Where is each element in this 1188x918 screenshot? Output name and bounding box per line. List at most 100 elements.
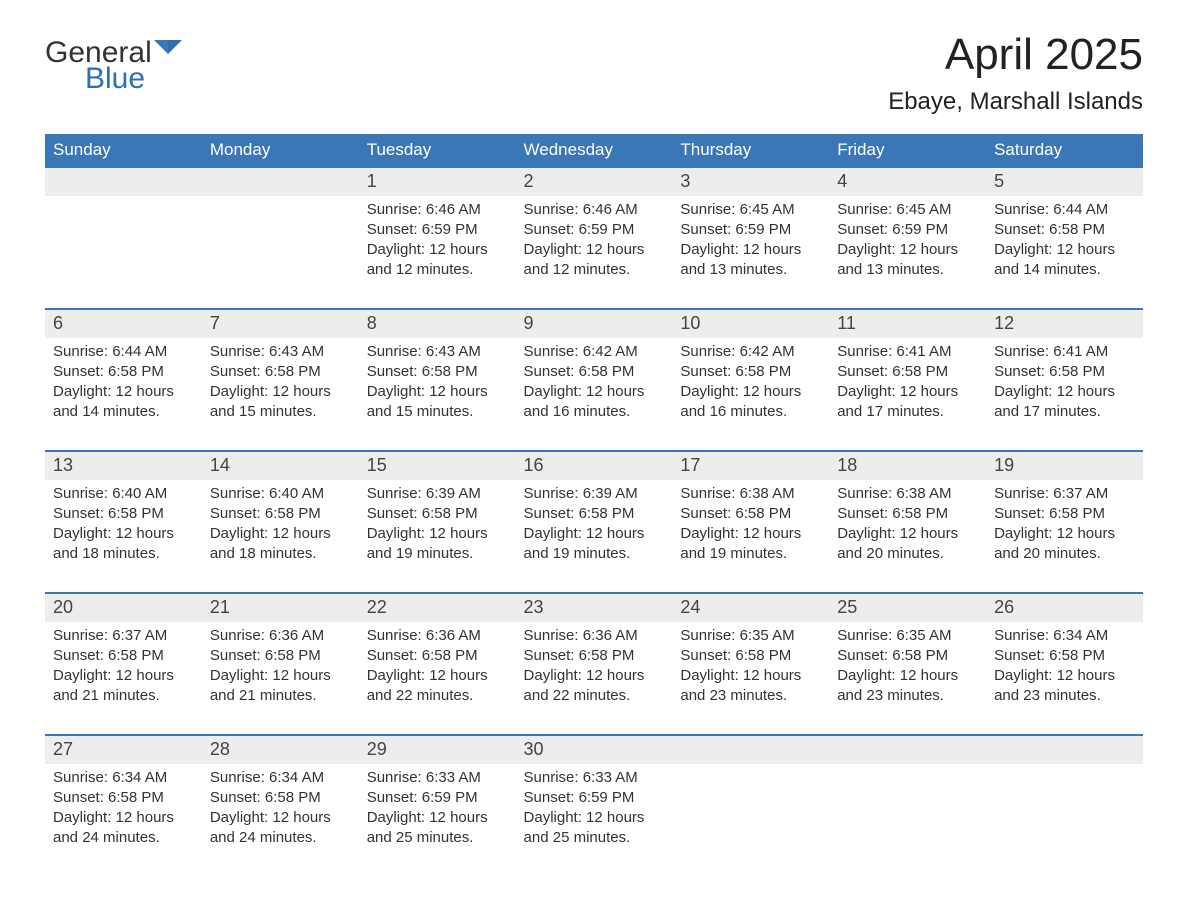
sunrise-line: Sunrise: 6:35 AM <box>680 626 821 646</box>
sunrise-line: Sunrise: 6:38 AM <box>837 484 978 504</box>
day-body <box>202 196 359 206</box>
sunset-line: Sunset: 6:58 PM <box>53 504 194 524</box>
sunrise-line: Sunrise: 6:46 AM <box>524 200 665 220</box>
calendar-cell: 18Sunrise: 6:38 AMSunset: 6:58 PMDayligh… <box>829 450 986 592</box>
day-number: 9 <box>516 308 673 338</box>
sunrise-line: Sunrise: 6:46 AM <box>367 200 508 220</box>
sunrise-line: Sunrise: 6:43 AM <box>210 342 351 362</box>
sunset-line: Sunset: 6:58 PM <box>367 504 508 524</box>
day-number: 5 <box>986 166 1143 196</box>
daylight-line: Daylight: 12 hours and 17 minutes. <box>837 382 978 423</box>
day-body: Sunrise: 6:43 AMSunset: 6:58 PMDaylight:… <box>359 338 516 429</box>
daylight-line: Daylight: 12 hours and 15 minutes. <box>210 382 351 423</box>
daylight-line: Daylight: 12 hours and 23 minutes. <box>680 666 821 707</box>
calendar-cell: 28Sunrise: 6:34 AMSunset: 6:58 PMDayligh… <box>202 734 359 876</box>
day-number <box>829 734 986 764</box>
sunset-line: Sunset: 6:58 PM <box>994 646 1135 666</box>
calendar-cell: 25Sunrise: 6:35 AMSunset: 6:58 PMDayligh… <box>829 592 986 734</box>
logo: General Blue <box>45 30 182 94</box>
day-body: Sunrise: 6:33 AMSunset: 6:59 PMDaylight:… <box>359 764 516 855</box>
daylight-line: Daylight: 12 hours and 13 minutes. <box>680 240 821 281</box>
daylight-line: Daylight: 12 hours and 20 minutes. <box>837 524 978 565</box>
daylight-line: Daylight: 12 hours and 16 minutes. <box>524 382 665 423</box>
daylight-line: Daylight: 12 hours and 20 minutes. <box>994 524 1135 565</box>
day-body: Sunrise: 6:35 AMSunset: 6:58 PMDaylight:… <box>829 622 986 713</box>
sunset-line: Sunset: 6:58 PM <box>53 646 194 666</box>
daylight-line: Daylight: 12 hours and 16 minutes. <box>680 382 821 423</box>
day-number: 29 <box>359 734 516 764</box>
day-body: Sunrise: 6:43 AMSunset: 6:58 PMDaylight:… <box>202 338 359 429</box>
calendar-cell <box>672 734 829 876</box>
day-number: 11 <box>829 308 986 338</box>
sunset-line: Sunset: 6:58 PM <box>524 362 665 382</box>
location: Ebaye, Marshall Islands <box>888 88 1143 116</box>
sunrise-line: Sunrise: 6:44 AM <box>53 342 194 362</box>
daylight-line: Daylight: 12 hours and 21 minutes. <box>53 666 194 707</box>
day-number: 3 <box>672 166 829 196</box>
day-number: 6 <box>45 308 202 338</box>
day-number: 26 <box>986 592 1143 622</box>
calendar-table: SundayMondayTuesdayWednesdayThursdayFrid… <box>45 134 1143 876</box>
day-number: 18 <box>829 450 986 480</box>
sunset-line: Sunset: 6:58 PM <box>680 504 821 524</box>
sunrise-line: Sunrise: 6:35 AM <box>837 626 978 646</box>
day-body: Sunrise: 6:34 AMSunset: 6:58 PMDaylight:… <box>986 622 1143 713</box>
calendar-cell: 14Sunrise: 6:40 AMSunset: 6:58 PMDayligh… <box>202 450 359 592</box>
daylight-line: Daylight: 12 hours and 15 minutes. <box>367 382 508 423</box>
day-body: Sunrise: 6:39 AMSunset: 6:58 PMDaylight:… <box>359 480 516 571</box>
daylight-line: Daylight: 12 hours and 18 minutes. <box>53 524 194 565</box>
day-body: Sunrise: 6:39 AMSunset: 6:58 PMDaylight:… <box>516 480 673 571</box>
calendar-cell: 6Sunrise: 6:44 AMSunset: 6:58 PMDaylight… <box>45 308 202 450</box>
daylight-line: Daylight: 12 hours and 14 minutes. <box>994 240 1135 281</box>
daylight-line: Daylight: 12 hours and 22 minutes. <box>524 666 665 707</box>
weekday-header: Wednesday <box>516 134 673 166</box>
calendar-cell: 10Sunrise: 6:42 AMSunset: 6:58 PMDayligh… <box>672 308 829 450</box>
day-number: 2 <box>516 166 673 196</box>
sunrise-line: Sunrise: 6:37 AM <box>53 626 194 646</box>
sunset-line: Sunset: 6:58 PM <box>367 646 508 666</box>
day-body: Sunrise: 6:36 AMSunset: 6:58 PMDaylight:… <box>202 622 359 713</box>
daylight-line: Daylight: 12 hours and 19 minutes. <box>680 524 821 565</box>
calendar-cell: 4Sunrise: 6:45 AMSunset: 6:59 PMDaylight… <box>829 166 986 308</box>
daylight-line: Daylight: 12 hours and 25 minutes. <box>367 808 508 849</box>
calendar-cell: 29Sunrise: 6:33 AMSunset: 6:59 PMDayligh… <box>359 734 516 876</box>
day-body: Sunrise: 6:46 AMSunset: 6:59 PMDaylight:… <box>359 196 516 287</box>
sunrise-line: Sunrise: 6:45 AM <box>680 200 821 220</box>
weekday-header: Thursday <box>672 134 829 166</box>
sunset-line: Sunset: 6:59 PM <box>680 220 821 240</box>
day-number: 24 <box>672 592 829 622</box>
sunrise-line: Sunrise: 6:42 AM <box>680 342 821 362</box>
day-body <box>829 764 986 774</box>
calendar-cell: 16Sunrise: 6:39 AMSunset: 6:58 PMDayligh… <box>516 450 673 592</box>
daylight-line: Daylight: 12 hours and 13 minutes. <box>837 240 978 281</box>
daylight-line: Daylight: 12 hours and 18 minutes. <box>210 524 351 565</box>
sunrise-line: Sunrise: 6:36 AM <box>367 626 508 646</box>
sunrise-line: Sunrise: 6:34 AM <box>53 768 194 788</box>
sunset-line: Sunset: 6:58 PM <box>53 788 194 808</box>
weekday-header: Tuesday <box>359 134 516 166</box>
calendar-cell: 2Sunrise: 6:46 AMSunset: 6:59 PMDaylight… <box>516 166 673 308</box>
day-number: 8 <box>359 308 516 338</box>
day-number: 22 <box>359 592 516 622</box>
day-number: 17 <box>672 450 829 480</box>
sunset-line: Sunset: 6:58 PM <box>210 504 351 524</box>
sunset-line: Sunset: 6:58 PM <box>210 362 351 382</box>
day-body: Sunrise: 6:33 AMSunset: 6:59 PMDaylight:… <box>516 764 673 855</box>
calendar-cell <box>202 166 359 308</box>
day-number: 14 <box>202 450 359 480</box>
daylight-line: Daylight: 12 hours and 14 minutes. <box>53 382 194 423</box>
sunrise-line: Sunrise: 6:33 AM <box>524 768 665 788</box>
daylight-line: Daylight: 12 hours and 12 minutes. <box>367 240 508 281</box>
month-title: April 2025 <box>888 30 1143 80</box>
sunrise-line: Sunrise: 6:37 AM <box>994 484 1135 504</box>
daylight-line: Daylight: 12 hours and 17 minutes. <box>994 382 1135 423</box>
calendar-cell: 22Sunrise: 6:36 AMSunset: 6:58 PMDayligh… <box>359 592 516 734</box>
day-number: 1 <box>359 166 516 196</box>
sunrise-line: Sunrise: 6:38 AM <box>680 484 821 504</box>
day-body: Sunrise: 6:37 AMSunset: 6:58 PMDaylight:… <box>986 480 1143 571</box>
day-number: 23 <box>516 592 673 622</box>
calendar-week-row: 6Sunrise: 6:44 AMSunset: 6:58 PMDaylight… <box>45 308 1143 450</box>
calendar-cell: 9Sunrise: 6:42 AMSunset: 6:58 PMDaylight… <box>516 308 673 450</box>
calendar-cell: 7Sunrise: 6:43 AMSunset: 6:58 PMDaylight… <box>202 308 359 450</box>
sunset-line: Sunset: 6:58 PM <box>994 220 1135 240</box>
